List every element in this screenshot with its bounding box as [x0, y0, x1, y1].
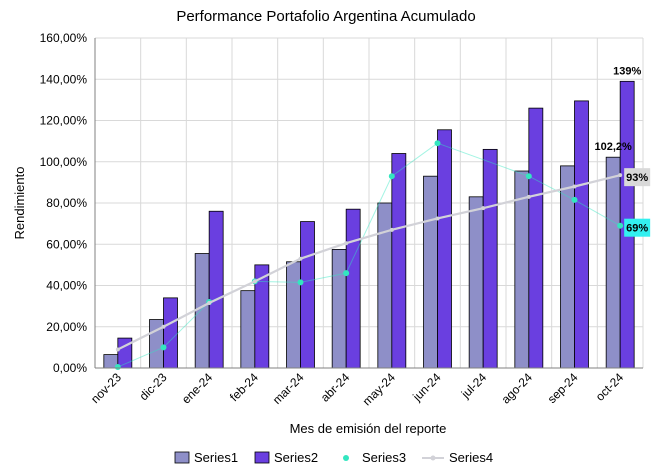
- data-label: 139%: [613, 65, 641, 77]
- x-tick-label: ago-24: [499, 370, 536, 407]
- data-label: 69%: [626, 223, 648, 235]
- x-tick-label: nov-23: [88, 370, 124, 406]
- data-label-box: [624, 218, 651, 237]
- point-series4: [435, 216, 440, 221]
- bar-series2: [574, 100, 589, 369]
- bar-series1: [423, 175, 438, 369]
- point-series3: [160, 344, 167, 351]
- bars: [103, 80, 635, 369]
- data-label: 93%: [626, 172, 648, 184]
- y-tick-label: 80,00%: [46, 196, 87, 210]
- legend-marker-series4: [430, 455, 436, 461]
- x-tick-label: mar-24: [270, 370, 307, 407]
- legend-swatch-series1: [174, 451, 190, 464]
- bar-series2: [300, 221, 315, 369]
- x-tick-label: may-24: [360, 370, 398, 408]
- data-label-box: [624, 168, 651, 187]
- line-series4: [117, 174, 621, 351]
- x-axis-label: Mes de emisión del reporte: [290, 421, 447, 436]
- point-series3: [343, 270, 350, 277]
- bar-series1: [605, 156, 621, 369]
- legend-marker-series3: [343, 455, 349, 461]
- bar-series1: [240, 290, 256, 369]
- y-tick-label: 0,00%: [53, 361, 87, 375]
- point-series4: [618, 173, 623, 178]
- point-series4: [115, 347, 120, 352]
- point-series3: [571, 196, 578, 203]
- point-series3: [434, 140, 441, 147]
- x-tick-label: dic-23: [137, 370, 170, 403]
- bar-series2: [345, 208, 361, 369]
- point-series4: [161, 324, 166, 329]
- y-tick-label: 120,00%: [40, 114, 88, 128]
- point-series4: [344, 241, 349, 246]
- point-series4: [252, 279, 257, 284]
- bar-series1: [286, 261, 301, 369]
- x-tick-label: jun-24: [409, 370, 443, 404]
- point-series4: [572, 184, 577, 189]
- x-tick-label: jul-24: [458, 370, 490, 402]
- y-tick-label: 20,00%: [46, 320, 87, 334]
- annotations: 139% 102,2% 93% 69%: [595, 65, 651, 237]
- y-tick-label: 160,00%: [40, 31, 88, 45]
- point-series4: [298, 256, 303, 261]
- point-series4: [526, 194, 531, 199]
- point-series3: [388, 173, 395, 180]
- bar-series2: [528, 107, 544, 369]
- bar-series2: [208, 210, 224, 369]
- bar-series1: [377, 202, 393, 369]
- y-tick-label: 140,00%: [40, 72, 88, 86]
- legend-label-series1: Series1: [194, 450, 238, 465]
- x-tick-label: feb-24: [227, 370, 261, 404]
- bar-series2: [391, 153, 407, 369]
- bar-series2: [163, 297, 178, 369]
- point-series3: [525, 173, 532, 180]
- point-series3: [617, 222, 624, 229]
- gridlines: [94, 37, 644, 369]
- legend: Series1 Series2 Series3 Series4: [174, 450, 493, 465]
- bar-series1: [468, 196, 484, 369]
- x-tick-label: sep-24: [545, 370, 581, 406]
- bar-series2: [482, 148, 498, 369]
- y-axis-label: Rendimiento: [12, 167, 27, 240]
- point-series3: [297, 279, 304, 286]
- y-tick-label: 100,00%: [40, 155, 88, 169]
- x-tick-label: ene-24: [179, 370, 216, 407]
- series-lines: [114, 140, 624, 370]
- x-tick-label: oct-24: [593, 370, 627, 404]
- legend-label-series3: Series3: [362, 450, 406, 465]
- point-series4: [481, 206, 486, 211]
- point-series4: [207, 301, 212, 306]
- legend-swatch-series2: [254, 451, 270, 464]
- y-tick-label: 60,00%: [46, 237, 87, 251]
- point-series3: [114, 363, 121, 370]
- x-tick-label: abr-24: [318, 370, 353, 405]
- bar-series1: [194, 253, 210, 369]
- point-series4: [389, 227, 394, 232]
- legend-label-series2: Series2: [274, 450, 318, 465]
- legend-label-series4: Series4: [449, 450, 493, 465]
- data-label: 102,2%: [595, 141, 633, 153]
- bar-series1: [331, 249, 347, 369]
- y-tick-label: 40,00%: [46, 279, 87, 293]
- chart-title: Performance Portafolio Argentina Acumula…: [176, 8, 475, 25]
- bar-series2: [437, 129, 452, 369]
